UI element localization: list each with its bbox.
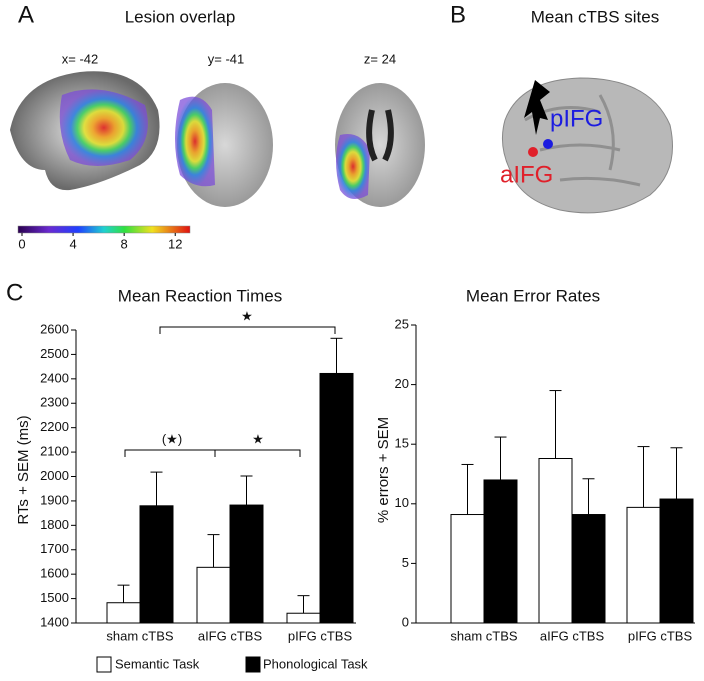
colorbar [17, 225, 191, 234]
x-tick-label: pIFG cTBS [288, 628, 353, 643]
significance-bracket [214, 449, 301, 457]
x-tick-label: sham cTBS [450, 628, 518, 643]
y-tick-label: 1700 [40, 541, 69, 556]
colorbar-tick-label: 8 [121, 236, 128, 251]
bar [450, 514, 485, 624]
bar [106, 602, 141, 624]
y-tick-label: 2400 [40, 370, 69, 385]
y-tick-label: 5 [402, 555, 409, 570]
y-tick-label: 2500 [40, 346, 69, 361]
y-tick-label: 20 [395, 376, 409, 391]
site-label: aIFG [500, 161, 553, 188]
slice-label: x= -42 [62, 51, 99, 66]
y-tick-label: 25 [395, 316, 409, 331]
y-tick-label: 15 [395, 436, 409, 451]
bar [626, 506, 661, 624]
y-axis-label: % errors + SEM [375, 417, 392, 523]
panel-title: Mean cTBS sites [531, 7, 660, 26]
y-tick-label: 2600 [40, 321, 69, 336]
y-tick-label: 1600 [40, 566, 69, 581]
colorbar-tick-label: 0 [18, 236, 25, 251]
y-tick-label: 2200 [40, 419, 69, 434]
significance-label: ★ [252, 431, 264, 446]
stimulation-icon [524, 80, 550, 135]
legend-label: Semantic Task [115, 656, 200, 671]
y-tick-label: 1400 [40, 614, 69, 629]
y-tick-label: 1900 [40, 492, 69, 507]
y-tick-label: 2000 [40, 468, 69, 483]
legend-swatch [245, 656, 261, 673]
slice-label: y= -41 [208, 51, 245, 66]
colorbar-tick-label: 12 [168, 236, 182, 251]
site-marker [528, 147, 538, 157]
y-tick-label: 0 [402, 614, 409, 629]
bar [196, 566, 231, 624]
significance-bracket [159, 326, 336, 334]
y-tick-label: 10 [395, 495, 409, 510]
site-label: pIFG [550, 105, 603, 132]
bar [319, 372, 354, 624]
panel-title: Lesion overlap [125, 7, 236, 26]
bar [659, 498, 694, 624]
panel-label: A [18, 1, 34, 28]
y-tick-label: 2100 [40, 444, 69, 459]
x-tick-label: aIFG cTBS [540, 628, 605, 643]
brain-slices [10, 71, 425, 207]
significance-label: (★) [162, 431, 182, 446]
chart-title: Mean Reaction Times [118, 286, 282, 305]
bar [286, 612, 321, 624]
bar [229, 504, 264, 624]
y-tick-label: 1500 [40, 590, 69, 605]
panel-label: C [6, 279, 23, 306]
x-tick-label: sham cTBS [106, 628, 174, 643]
chart-title: Mean Error Rates [466, 286, 600, 305]
slice-label: z= 24 [364, 51, 396, 66]
y-tick-label: 2300 [40, 395, 69, 410]
panel-label: B [450, 1, 466, 28]
legend-label: Phonological Task [263, 656, 368, 671]
y-tick-label: 1800 [40, 517, 69, 532]
bar [139, 505, 174, 624]
colorbar-tick-label: 4 [69, 236, 76, 251]
significance-label: ★ [241, 308, 253, 323]
bar [571, 514, 606, 624]
x-tick-label: aIFG cTBS [198, 628, 263, 643]
legend-swatch [96, 656, 112, 673]
significance-bracket [124, 449, 216, 457]
x-tick-label: pIFG cTBS [628, 628, 693, 643]
y-axis-label: RTs + SEM (ms) [15, 415, 32, 524]
bar [538, 458, 573, 624]
site-marker [543, 139, 553, 149]
bar [483, 479, 518, 624]
